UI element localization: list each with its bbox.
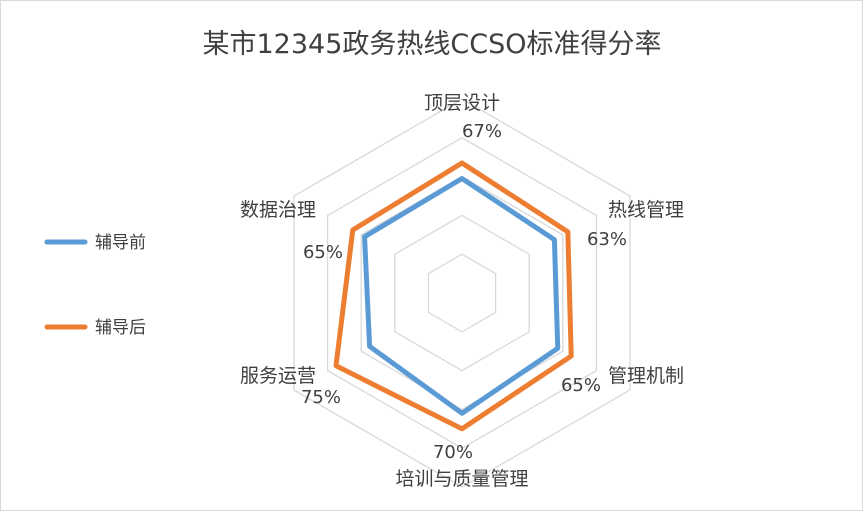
data-label-1: 67%: [462, 121, 502, 142]
grid-ring-5: [293, 98, 631, 488]
grid-ring-4: [326, 137, 598, 449]
chart-title: 某市12345政务热线CCSO标准得分率: [203, 29, 662, 60]
data-label-3: 65%: [561, 375, 601, 396]
grid-ring-2: [394, 214, 530, 372]
radar-grid: [293, 98, 631, 488]
axis-label-6: 数据治理: [240, 199, 316, 221]
data-label-2: 63%: [587, 229, 627, 250]
series-line-1: [362, 176, 561, 416]
axis-label-5: 服务运营: [240, 365, 316, 387]
legend-label-2: 辅导后: [95, 318, 146, 338]
data-labels: 67% 63% 65% 70% 75% 65%: [301, 121, 627, 463]
grid-ring-3: [360, 175, 564, 411]
data-label-5: 75%: [301, 387, 341, 408]
axis-label-3: 管理机制: [608, 365, 684, 387]
grid-ring-1: [427, 253, 497, 333]
axis-label-2: 热线管理: [608, 199, 684, 221]
series-line-2: [333, 160, 574, 432]
data-label-6: 65%: [303, 242, 343, 263]
legend-label-1: 辅导前: [95, 233, 146, 253]
data-label-4: 70%: [433, 442, 473, 463]
radar-series: [333, 160, 574, 432]
axis-label-1: 顶层设计: [424, 92, 500, 114]
axis-label-4: 培训与质量管理: [395, 468, 528, 490]
